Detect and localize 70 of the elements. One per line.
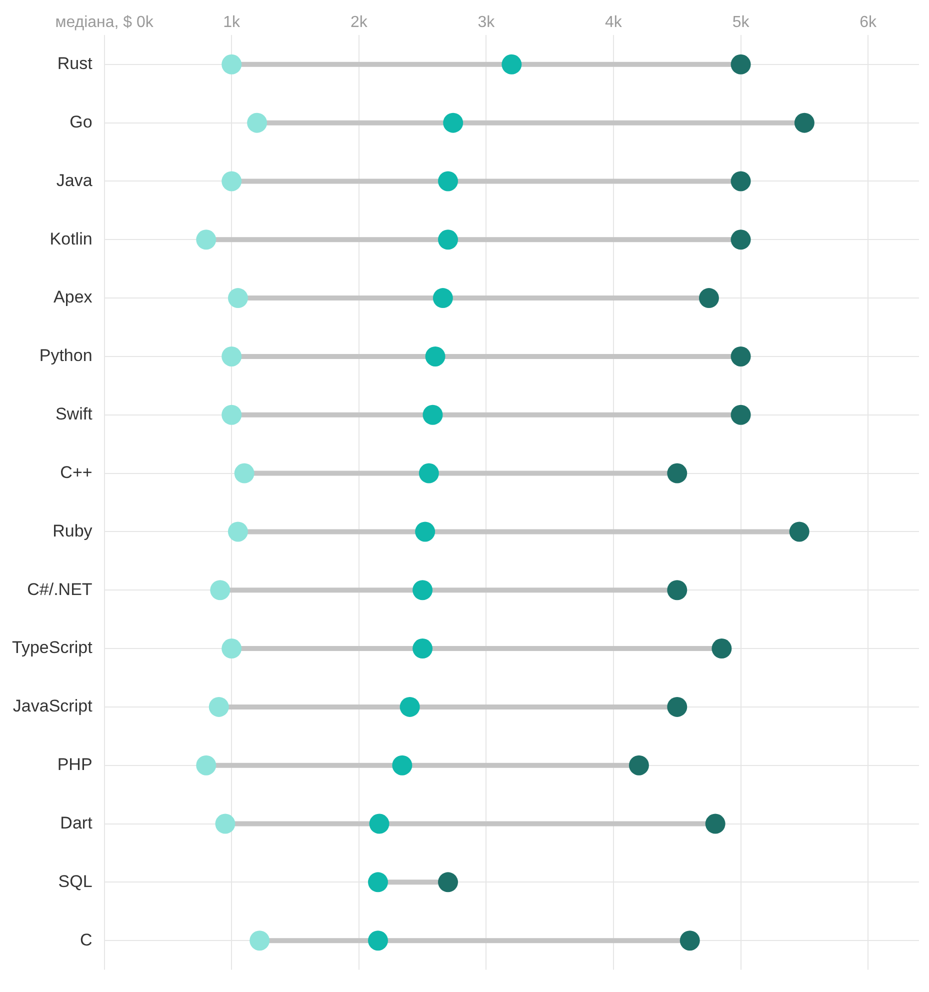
- point: [422, 404, 443, 425]
- point: [228, 522, 248, 542]
- point: [369, 814, 390, 834]
- x-tick-label: 4k: [605, 14, 623, 32]
- point: [234, 463, 254, 484]
- point: [415, 522, 436, 542]
- point: [794, 112, 814, 133]
- y-tick-label: PHP: [57, 755, 92, 774]
- point: [196, 230, 216, 250]
- y-tick-label: C: [80, 930, 92, 950]
- y-tick-label: TypeScript: [12, 638, 93, 658]
- point: [789, 522, 810, 542]
- point: [412, 580, 433, 600]
- point: [222, 346, 242, 366]
- point: [368, 930, 388, 951]
- y-tick-label: Apex: [54, 288, 93, 307]
- y-tick-label: Python: [39, 346, 92, 366]
- point: [368, 872, 388, 892]
- y-tick-label: Swift: [55, 404, 93, 424]
- y-tick-label: C++: [60, 462, 92, 482]
- point: [730, 54, 751, 74]
- point: [667, 463, 688, 484]
- point: [412, 638, 433, 659]
- point: [247, 112, 268, 133]
- x-tick-label: 3k: [478, 14, 496, 32]
- y-tick-label: Java: [56, 170, 93, 190]
- point: [418, 463, 439, 484]
- y-tick-label: JavaScript: [12, 696, 93, 716]
- y-tick-label: SQL: [58, 872, 92, 891]
- point: [222, 54, 242, 74]
- point: [667, 696, 688, 717]
- point: [432, 288, 453, 308]
- y-tick-label: Dart: [60, 813, 93, 832]
- y-tick-label: Rust: [57, 54, 93, 74]
- y-tick-label: Kotlin: [50, 229, 92, 248]
- y-tick-label: Ruby: [52, 521, 93, 540]
- x-tick-label: 2k: [350, 14, 368, 32]
- point: [705, 814, 726, 834]
- point: [228, 288, 248, 308]
- point: [712, 638, 732, 659]
- x-tick-label: медіана, $ 0k: [55, 14, 154, 32]
- point: [222, 638, 242, 659]
- point: [698, 288, 719, 308]
- point: [667, 580, 688, 600]
- x-tick-label: 6k: [860, 14, 878, 32]
- point: [443, 112, 464, 133]
- point: [400, 696, 420, 717]
- point: [210, 580, 230, 600]
- point: [730, 404, 751, 425]
- point: [208, 696, 229, 717]
- point: [215, 814, 236, 834]
- point: [392, 755, 412, 776]
- point: [222, 404, 242, 425]
- point: [438, 171, 458, 192]
- point: [730, 346, 751, 366]
- point: [502, 54, 522, 74]
- x-tick-label: 5k: [732, 14, 750, 32]
- point: [438, 230, 458, 250]
- point: [438, 872, 458, 892]
- point: [250, 930, 270, 951]
- point: [425, 346, 446, 366]
- point: [680, 930, 700, 951]
- y-tick-label: Go: [70, 112, 92, 132]
- point: [730, 171, 751, 192]
- x-tick-label: 1k: [223, 14, 242, 32]
- point: [730, 230, 751, 250]
- y-tick-label: C#/.NET: [27, 580, 92, 599]
- point: [628, 755, 649, 776]
- point: [196, 755, 216, 776]
- point: [222, 171, 242, 192]
